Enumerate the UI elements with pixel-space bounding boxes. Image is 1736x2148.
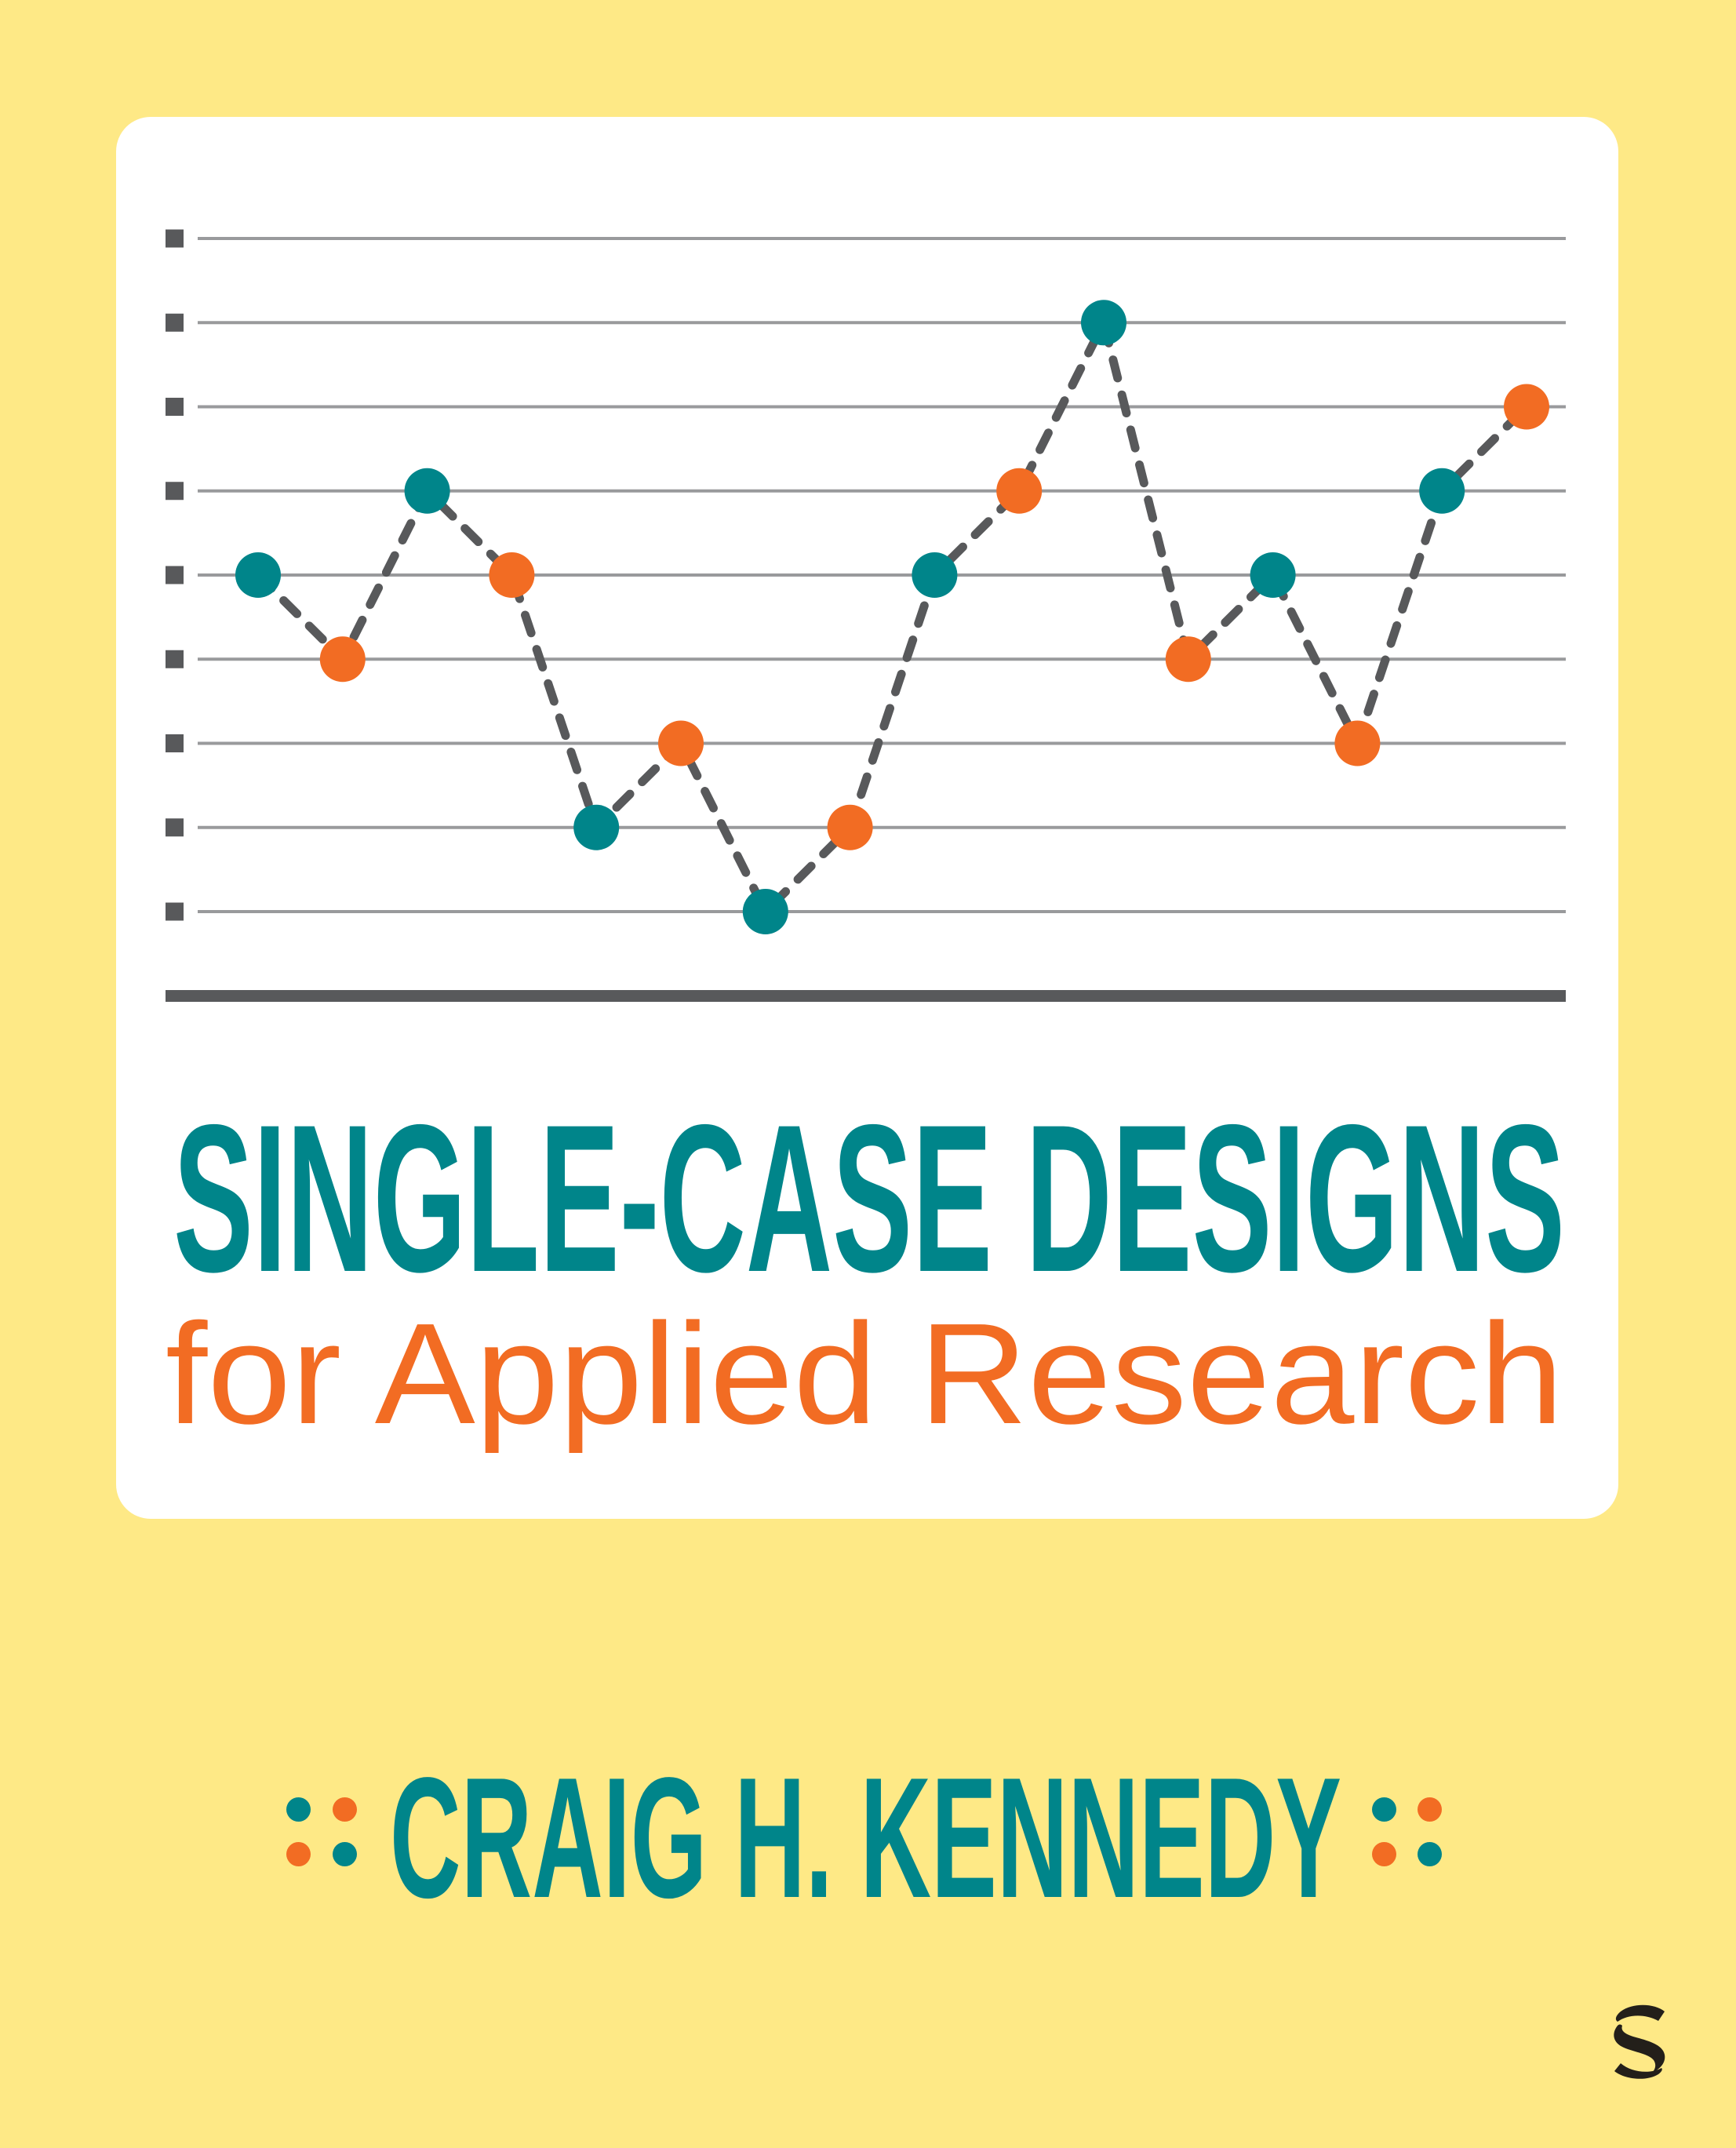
gridline: [198, 321, 1566, 325]
dot-icon: [1418, 1842, 1442, 1866]
y-tick-mark: [166, 398, 184, 416]
dot-icon: [1372, 1797, 1396, 1822]
dot-icon: [1372, 1842, 1396, 1866]
author-name: CRAIG H. KENNEDY: [390, 1742, 1341, 1934]
dot-icon: [286, 1842, 311, 1866]
data-point: [1419, 468, 1465, 514]
data-point: [658, 720, 704, 766]
y-tick-mark: [166, 313, 184, 332]
data-point: [1504, 384, 1549, 430]
data-point: [573, 804, 620, 850]
data-point: [742, 889, 788, 934]
gridline: [198, 405, 1566, 409]
y-tick-mark: [166, 482, 184, 501]
data-point: [404, 468, 450, 514]
data-point: [1250, 552, 1296, 598]
y-tick-mark: [166, 902, 184, 921]
dot-icon: [333, 1797, 357, 1822]
chart-x-axis: [166, 990, 1566, 1002]
gridline: [198, 237, 1566, 240]
book-title: SINGLE-CASE DESIGNS: [173, 1080, 1565, 1316]
dot-icon: [1418, 1797, 1442, 1822]
data-point: [489, 552, 535, 598]
chart-gridlines: [198, 237, 1566, 913]
gridline: [198, 910, 1566, 913]
gridline: [198, 657, 1566, 661]
chart-dashed-line: [253, 318, 1531, 916]
y-tick-mark: [166, 734, 184, 752]
data-point: [912, 552, 958, 598]
dot-icon: [286, 1797, 311, 1822]
book-subtitle: for Applied Research: [166, 1293, 1563, 1454]
y-tick-mark: [166, 229, 184, 248]
data-point: [319, 636, 366, 683]
gridline: [198, 573, 1566, 577]
author-dots-right: [1360, 1786, 1442, 1866]
data-point: [1081, 300, 1126, 346]
data-point: [996, 468, 1043, 514]
y-tick-mark: [166, 566, 184, 584]
chart-y-ticks: [166, 229, 184, 921]
gridline: [198, 825, 1566, 829]
data-point: [1334, 720, 1381, 766]
chart-data-points: [235, 300, 1549, 934]
y-tick-mark: [166, 818, 184, 837]
data-point: [235, 552, 281, 598]
author-dots-left: [275, 1786, 357, 1866]
y-tick-mark: [166, 650, 184, 668]
sage-logo-icon: [1614, 2004, 1665, 2079]
dot-icon: [333, 1842, 357, 1866]
data-point: [1165, 636, 1211, 683]
data-point: [827, 804, 873, 850]
line-chart: [166, 229, 1566, 1002]
gridline: [198, 489, 1566, 493]
